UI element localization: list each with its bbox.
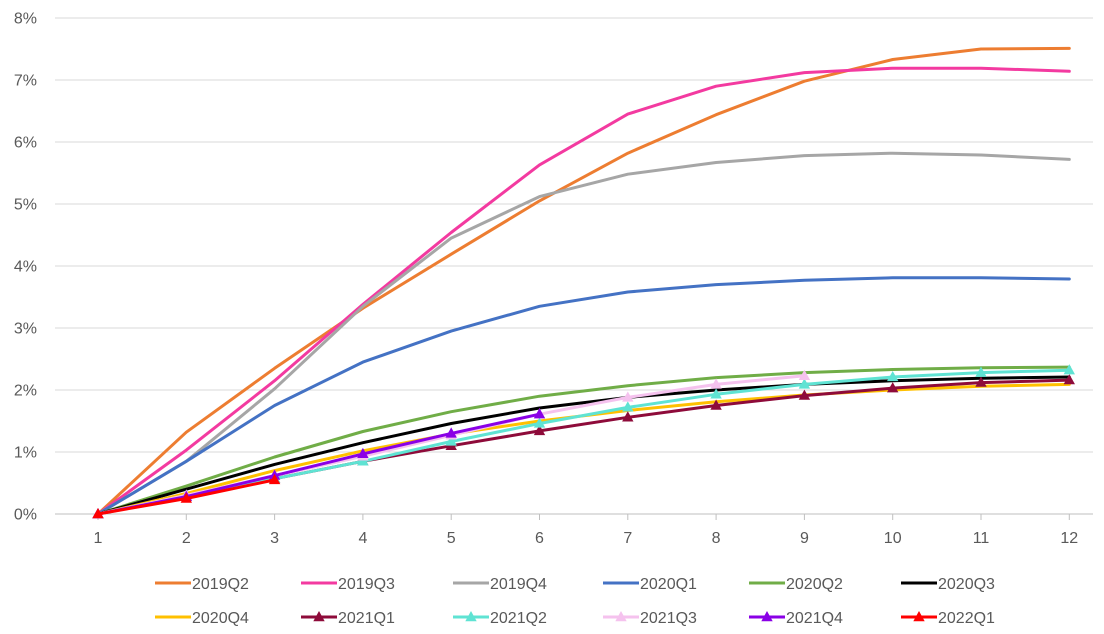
- data-point-2021q3: [622, 391, 634, 402]
- data-point-2022q1: [92, 508, 104, 519]
- legend-item-2020q1: 2020Q1: [603, 576, 697, 593]
- data-point-2021q2: [1063, 364, 1075, 375]
- legend-label-2020q2: 2020Q2: [786, 576, 843, 593]
- data-point-2021q1: [975, 376, 987, 387]
- series-2021q1: [92, 374, 1075, 519]
- data-point-2022q1: [180, 492, 192, 503]
- legend-label-2021q2: 2021Q2: [490, 610, 547, 627]
- legend-item-2019q3: 2019Q3: [301, 576, 395, 593]
- legend-label-2021q3: 2021Q3: [640, 610, 697, 627]
- x-tick-label: 7: [623, 530, 632, 547]
- legend-item-2020q3: 2020Q3: [901, 576, 995, 593]
- data-point-2022q1: [268, 473, 281, 485]
- series-line-2020q3: [96, 375, 1071, 516]
- legend-marker-2022q1: [913, 611, 925, 622]
- x-axis-tick-labels: 1 2 3 4 5 6 7 8 9 10 11 12: [94, 514, 1078, 547]
- series-line-2020q2: [96, 365, 1071, 516]
- legend-marker-2021q3: [615, 611, 627, 622]
- y-tick-label: 6%: [14, 135, 37, 152]
- x-tick-label: 2: [182, 530, 191, 547]
- data-point-2021q1: [798, 389, 811, 400]
- data-point-2021q2: [887, 370, 899, 382]
- y-tick-label: 5%: [14, 197, 37, 214]
- legend: 2019Q2 2019Q3 2019Q4 2020Q1 2020Q2 2020Q3 2020…: [155, 576, 995, 627]
- legend-label-2022q1: 2022Q1: [938, 610, 995, 627]
- data-point-2021q3: [710, 378, 722, 389]
- data-point-2021q2: [798, 378, 811, 389]
- x-tick-label: 10: [884, 530, 902, 547]
- series-2020q1: [96, 276, 1071, 516]
- legend-item-2022q1: 2022Q1: [901, 610, 995, 627]
- y-tick-label: 8%: [14, 11, 37, 28]
- series-line-2019q2: [96, 46, 1071, 516]
- y-tick-label: 1%: [14, 445, 37, 462]
- x-tick-label: 4: [358, 530, 367, 547]
- series-2019q4: [96, 151, 1071, 516]
- legend-label-2019q3: 2019Q3: [338, 576, 395, 593]
- legend-marker-2021q1: [313, 611, 325, 622]
- legend-label-2021q4: 2021Q4: [786, 610, 843, 627]
- series-line-2020q1: [96, 276, 1071, 516]
- legend-item-2021q4: 2021Q4: [749, 610, 843, 627]
- series-2022q1: [92, 473, 281, 519]
- legend-item-2019q2: 2019Q2: [155, 576, 249, 593]
- x-tick-label: 12: [1060, 530, 1078, 547]
- x-tick-label: 1: [94, 530, 103, 547]
- legend-item-2019q4: 2019Q4: [453, 576, 547, 593]
- data-point-2021q1: [710, 399, 722, 410]
- x-tick-label: 6: [535, 530, 544, 547]
- data-point-2021q4: [533, 408, 546, 419]
- x-tick-label: 11: [973, 530, 990, 547]
- data-point-2021q2: [710, 388, 722, 399]
- legend-label-2020q3: 2020Q3: [938, 576, 995, 593]
- y-tick-label: 0%: [14, 507, 37, 524]
- data-point-2021q1: [533, 424, 546, 436]
- legend-marker-2021q2: [465, 611, 477, 622]
- series-line-2019q3: [96, 66, 1071, 516]
- y-tick-label: 7%: [14, 73, 37, 90]
- y-tick-label: 2%: [14, 383, 37, 400]
- y-tick-label: 3%: [14, 321, 37, 338]
- series-line-2021q4: [96, 412, 541, 516]
- series-2020q3: [96, 375, 1071, 516]
- series-line-2021q1: [96, 378, 1071, 516]
- legend-item-2020q4: 2020Q4: [155, 610, 249, 627]
- series-2019q2: [96, 46, 1071, 516]
- data-point-2021q3: [798, 369, 811, 380]
- y-axis-tick-labels: 0% 1% 2% 3% 4% 5% 6% 7% 8%: [14, 11, 37, 524]
- series-2020q2: [96, 365, 1071, 516]
- legend-label-2020q1: 2020Q1: [640, 576, 697, 593]
- y-tick-label: 4%: [14, 259, 37, 276]
- legend-label-2019q4: 2019Q4: [490, 576, 547, 593]
- data-point-2021q4: [357, 447, 369, 459]
- data-point-2021q2: [622, 401, 634, 412]
- legend-item-2021q1: 2021Q1: [301, 610, 395, 627]
- x-tick-label: 8: [712, 530, 721, 547]
- legend-item-2021q2: 2021Q2: [453, 610, 547, 627]
- legend-label-2019q2: 2019Q2: [192, 576, 249, 593]
- series-layer: [92, 46, 1075, 519]
- data-point-2021q2: [533, 417, 546, 428]
- legend-label-2021q1: 2021Q1: [338, 610, 395, 627]
- data-point-2021q4: [445, 427, 457, 438]
- grid-layer: [55, 17, 1093, 515]
- data-point-2021q1: [622, 411, 634, 422]
- data-point-2021q2: [975, 366, 987, 377]
- data-point-2021q2: [445, 435, 457, 446]
- series-line-2019q4: [96, 151, 1071, 516]
- data-point-2021q1: [887, 382, 899, 393]
- x-tick-label: 9: [800, 530, 809, 547]
- x-tick-label: 3: [270, 530, 279, 547]
- legend-label-2020q4: 2020Q4: [192, 610, 249, 627]
- legend-item-2021q3: 2021Q3: [603, 610, 697, 627]
- series-2019q3: [96, 66, 1071, 516]
- legend-marker-2021q4: [761, 611, 773, 622]
- legend-item-2020q2: 2020Q2: [749, 576, 843, 593]
- data-point-2021q1: [1063, 374, 1075, 385]
- x-tick-label: 5: [447, 530, 456, 547]
